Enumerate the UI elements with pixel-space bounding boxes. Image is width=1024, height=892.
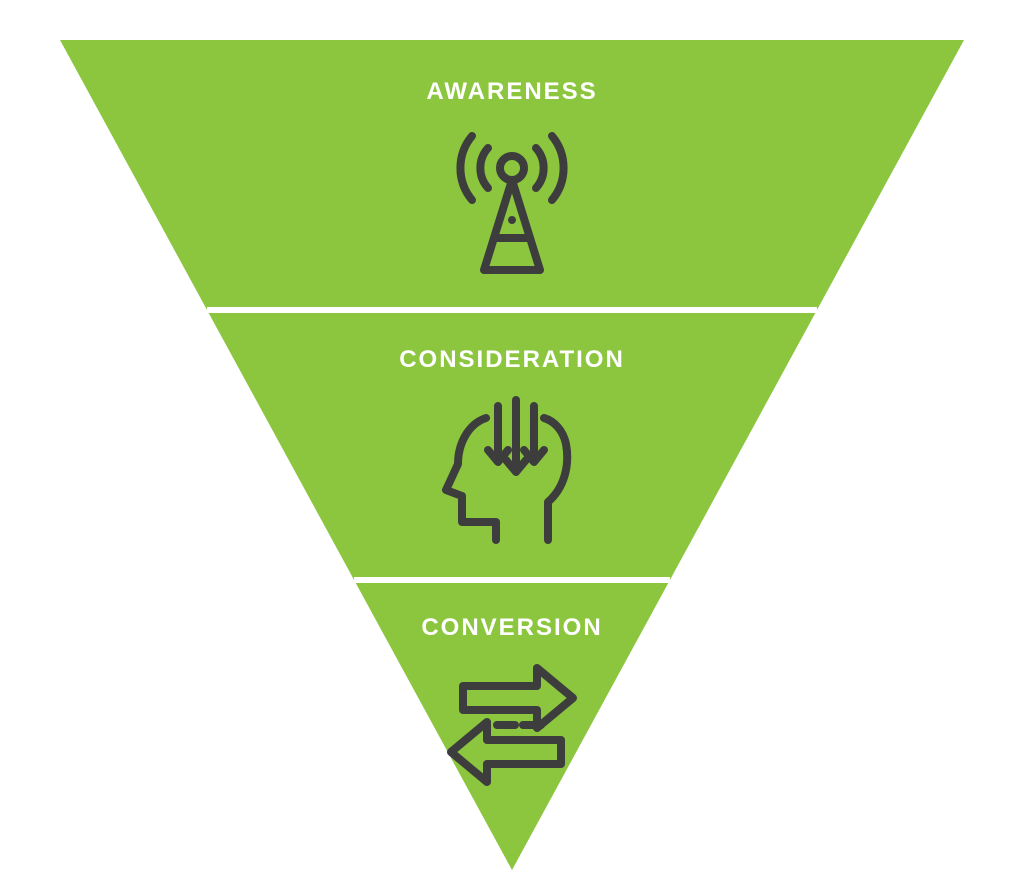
head-arrows-icon xyxy=(432,388,592,553)
stage-label-awareness: AWARENESS xyxy=(0,78,1024,106)
stage-label-conversion: CONVERSION xyxy=(0,614,1024,642)
funnel-diagram: AWARENESS CONSIDERATION CONVERSION xyxy=(0,0,1024,892)
stage-label-consideration: CONSIDERATION xyxy=(0,346,1024,374)
swap-arrows-icon xyxy=(437,650,587,805)
broadcast-tower-icon xyxy=(432,118,592,283)
